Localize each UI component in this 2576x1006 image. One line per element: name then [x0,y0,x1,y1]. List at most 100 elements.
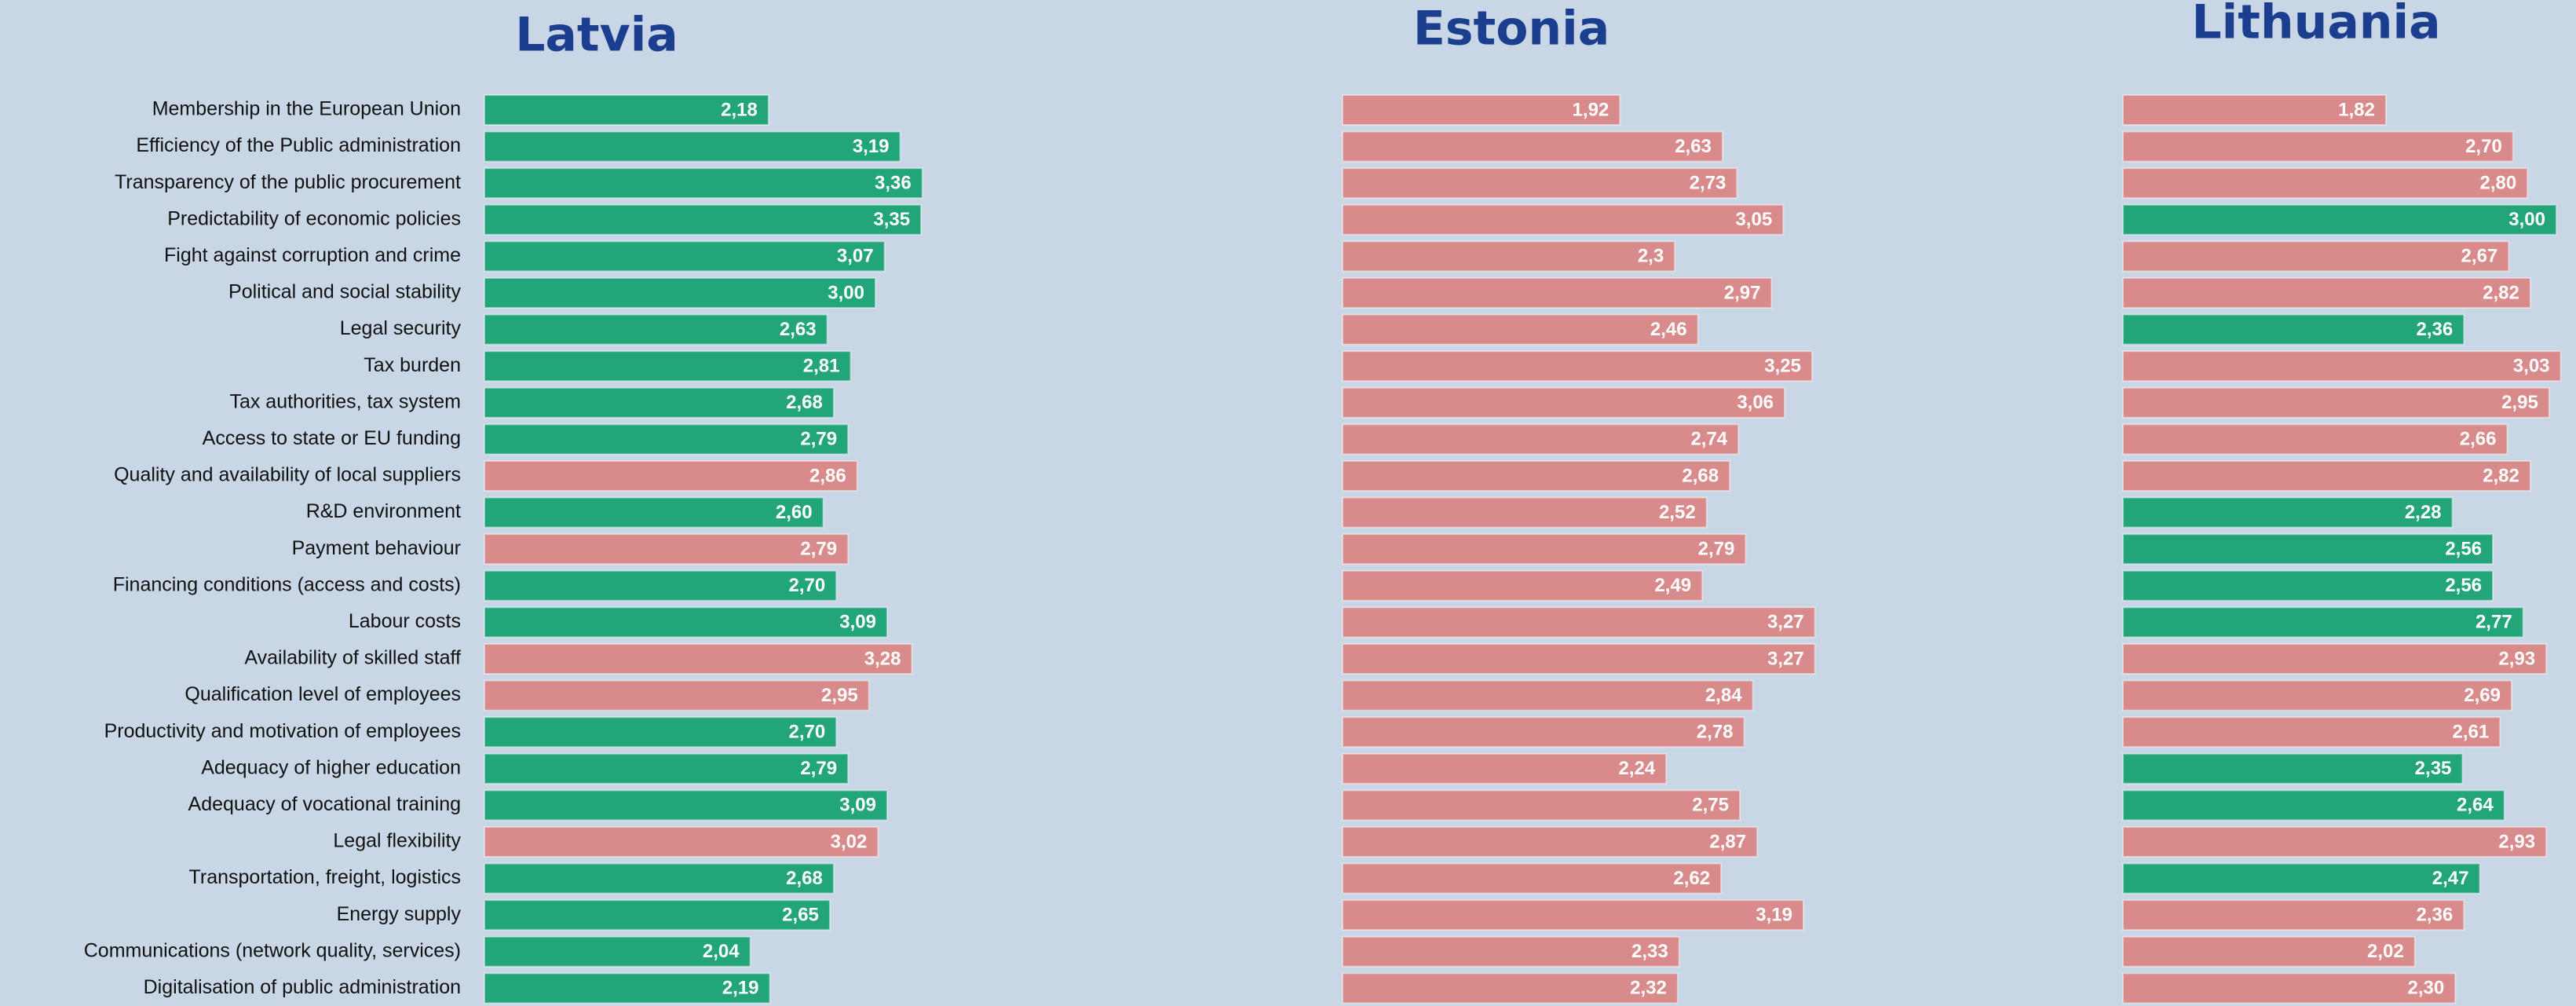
value-label: 2,56 [2445,575,2482,596]
value-label: 2,49 [1654,575,1691,596]
value-label: 2,93 [2498,648,2535,669]
bar [484,569,838,602]
value-label: 2,82 [2483,465,2519,486]
value-label: 3,35 [873,209,910,230]
bar [1342,460,1731,492]
bar [484,972,771,1004]
bar [2122,277,2531,309]
bar [1342,935,1680,968]
category-label: Tax authorities, tax system [229,390,461,412]
bar [484,606,888,638]
bar [484,386,835,419]
panel-title: Latvia [515,8,678,63]
value-label: 2,77 [2476,612,2512,633]
value-label: 2,61 [2453,722,2490,743]
category-label: Predictability of economic policies [167,207,461,229]
bar [1342,569,1704,602]
bar [2122,716,2501,748]
value-label: 2,35 [2415,758,2452,779]
value-label: 2,24 [1618,758,1655,779]
category-label: Productivity and motivation of employees [104,720,461,742]
value-label: 2,02 [2367,941,2404,962]
bar [1342,277,1773,309]
bar [2122,313,2465,346]
value-label: 3,27 [1767,612,1804,633]
bar [1342,203,1785,236]
value-label: 2,86 [809,465,846,486]
panel-title: Estonia [1413,2,1610,57]
bar [2122,899,2465,931]
value-label: 2,3 [1638,246,1664,267]
bar [2122,643,2548,675]
value-label: 3,36 [875,173,912,194]
bar [2122,386,2550,419]
bar [484,167,923,199]
category-label: R&D environment [306,500,461,522]
category-label: Legal flexibility [333,830,461,852]
category-label: Energy supply [337,903,462,925]
bar [484,789,888,821]
bar [2122,569,2494,602]
bar [1342,167,1738,199]
category-label: Fight against corruption and crime [164,244,461,266]
category-label: Availability of skilled staff [244,647,461,669]
category-label: Legal security [340,317,462,339]
bar [484,277,876,309]
bar [1342,533,1747,565]
value-label: 2,95 [821,685,858,706]
bar [2122,826,2548,858]
category-label: Political and social stability [228,281,461,303]
value-label: 2,68 [1682,465,1719,486]
category-label: Transparency of the public procurement [115,171,461,193]
value-label: 3,19 [853,136,890,157]
value-label: 2,78 [1697,722,1734,743]
value-label: 3,03 [2513,356,2550,377]
bar [2122,533,2494,565]
bar [2122,167,2529,199]
category-label: Digitalisation of public administration [144,976,461,998]
value-label: 3,00 [2508,209,2545,230]
value-label: 3,00 [828,282,864,303]
bar [1342,789,1741,821]
value-label: 3,27 [1767,648,1804,669]
bar [484,203,923,236]
value-label: 3,09 [839,795,876,816]
bar [1342,899,1804,931]
panel-title: Lithuania [2191,0,2440,50]
value-label: 2,65 [782,905,819,926]
bar [1342,716,1745,748]
value-label: 2,68 [786,392,823,413]
category-label: Labour costs [349,610,461,632]
bar [1342,313,1699,346]
value-label: 2,70 [788,722,825,743]
bar [1342,679,1754,712]
value-label: 2,66 [2460,429,2497,450]
value-label: 2,70 [2465,136,2502,157]
value-label: 2,04 [703,941,740,962]
bar [2122,496,2454,529]
bar [1342,972,1679,1004]
value-label: 2,68 [786,868,823,889]
value-label: 2,84 [1705,685,1742,706]
bar [484,899,831,931]
value-label: 2,79 [800,429,837,450]
category-label: Adequacy of vocational training [188,793,461,815]
value-label: 2,69 [2464,685,2501,706]
category-label: Communications (network quality, service… [84,939,461,961]
bar [1342,606,1816,638]
value-label: 3,07 [837,246,874,267]
value-label: 1,82 [2338,99,2375,120]
bar [2122,423,2508,455]
value-label: 3,06 [1737,392,1774,413]
bar [2122,679,2512,712]
value-label: 2,67 [2461,246,2498,267]
bar [484,130,901,163]
value-label: 2,73 [1690,173,1726,194]
category-label: Transportation, freight, logistics [189,866,461,888]
value-label: 2,74 [1690,429,1727,450]
category-label: Tax burden [364,354,461,376]
bar [1342,386,1786,419]
value-label: 2,64 [2457,795,2494,816]
